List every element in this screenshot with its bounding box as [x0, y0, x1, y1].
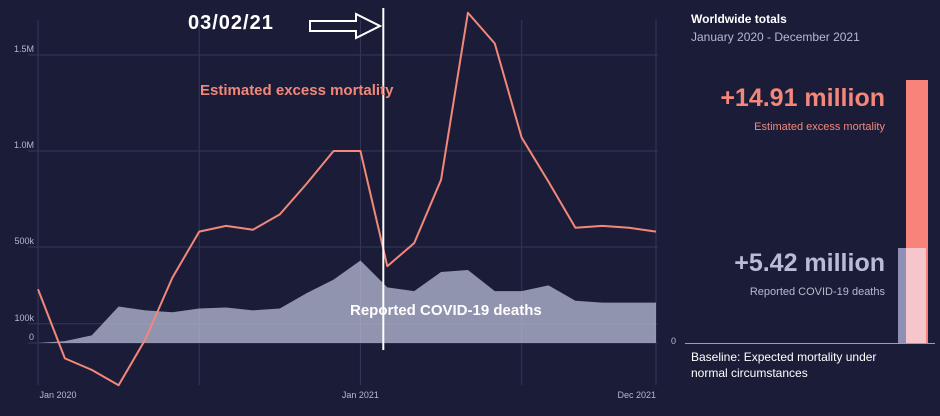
reported-total-bar: [898, 248, 926, 343]
y-tick-label: 1.0M: [14, 140, 34, 150]
excess-total-value: +14.91 million: [720, 84, 885, 112]
y-tick-label: 500k: [14, 236, 34, 246]
reported-deaths-series-label: Reported COVID-19 deaths: [350, 302, 542, 319]
excess-total-label: Estimated excess mortality: [754, 121, 885, 133]
axis-ticks: 0 100k 500k 1.0M 1.5M Jan 2020 Jan 2021 Dec 202…: [14, 44, 656, 400]
x-tick-label: Jan 2021: [342, 390, 379, 400]
totals-panel: Worldwide totals January 2020 - December…: [671, 0, 940, 416]
reported-total-label: Reported COVID-19 deaths: [749, 286, 885, 298]
y-tick-label: 0: [29, 332, 34, 342]
baseline-note: Baseline: Expected mortality under norma…: [691, 350, 877, 380]
y-tick-label: 1.5M: [14, 44, 34, 54]
y-tick-label: 100k: [14, 313, 34, 323]
excess-mortality-chart: 0 100k 500k 1.0M 1.5M Jan 2020 Jan 2021 Dec 202…: [14, 8, 658, 400]
x-tick-label: Jan 2020: [39, 390, 76, 400]
reported-total-value: +5.42 million: [734, 249, 885, 277]
panel-baseline: [685, 343, 935, 344]
reported-deaths-area-shape: [38, 260, 656, 343]
excess-mortality-line-shape: [37, 11, 657, 387]
panel-zero-label: 0: [671, 336, 677, 346]
excess-mortality-series-label: Estimated excess mortality: [200, 82, 394, 99]
reported-deaths-area: [38, 260, 656, 343]
excess-mortality-line: [37, 11, 657, 387]
totals-title: Worldwide totals: [691, 12, 787, 26]
date-annotation: 03/02/21: [188, 12, 274, 34]
totals-subtitle: January 2020 - December 2021: [691, 30, 860, 44]
x-tick-label: Dec 2021: [617, 390, 656, 400]
right-arrow-icon: [309, 12, 383, 40]
